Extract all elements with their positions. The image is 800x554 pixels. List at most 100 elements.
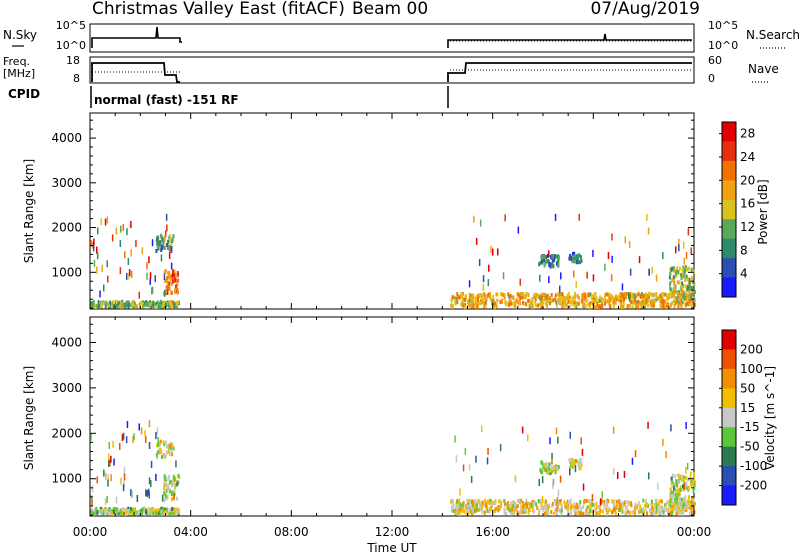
power-data-mark	[487, 292, 490, 297]
velocity-data-mark	[575, 459, 578, 464]
velocity-data-mark	[177, 473, 180, 478]
power-data-streak	[492, 248, 494, 256]
velocity-data-streak	[559, 475, 562, 483]
power-data-mark	[615, 294, 618, 299]
power-data-mark	[577, 296, 580, 301]
velocity-data-mark	[573, 502, 576, 507]
velocity-data-mark	[579, 511, 582, 515]
velocity-data-mark	[171, 483, 174, 488]
velocity-data-mark	[455, 506, 458, 511]
velocity-ytick-label: 3000	[51, 381, 82, 395]
power-data-mark	[589, 292, 592, 297]
velocity-data-mark	[490, 507, 493, 512]
velocity-data-mark	[147, 511, 150, 516]
velocity-data-mark	[619, 503, 622, 508]
velocity-marks	[90, 420, 696, 517]
velocity-data-streak	[541, 496, 544, 504]
power-data-mark	[600, 299, 603, 304]
velocity-data-streak	[107, 474, 109, 481]
power-data-mark	[174, 284, 177, 289]
power-data-mark	[514, 303, 517, 308]
power-data-streak	[604, 263, 606, 271]
velocity-data-mark	[682, 502, 685, 506]
power-data-mark	[594, 299, 597, 304]
power-data-mark	[675, 273, 678, 278]
power-data-mark	[595, 304, 598, 309]
power-colorbar-tick-label: 12	[740, 220, 755, 234]
power-data-mark	[162, 244, 165, 249]
power-data-mark	[520, 292, 522, 297]
power-data-mark	[580, 258, 583, 263]
velocity-data-mark	[478, 500, 481, 505]
velocity-data-mark	[450, 499, 453, 504]
velocity-data-mark	[678, 495, 681, 500]
power-data-mark	[673, 299, 675, 304]
freq-label-top: Freq.	[3, 55, 30, 68]
power-data-mark	[639, 301, 642, 306]
power-data-mark	[148, 302, 151, 307]
velocity-data-mark	[669, 503, 672, 508]
velocity-data-mark	[557, 501, 560, 506]
power-data-mark	[685, 267, 688, 272]
velocity-data-mark	[521, 501, 524, 505]
velocity-data-mark	[684, 498, 687, 503]
power-data-mark	[631, 304, 634, 309]
velocity-data-mark	[559, 508, 561, 513]
velocity-data-mark	[545, 501, 548, 506]
velocity-data-mark	[672, 486, 675, 491]
velocity-data-mark	[571, 458, 574, 462]
power-data-mark	[130, 304, 133, 309]
velocity-data-mark	[468, 502, 471, 507]
velocity-data-mark	[156, 455, 158, 460]
velocity-data-mark	[103, 507, 106, 512]
velocity-data-streak	[103, 469, 105, 477]
velocity-data-mark	[523, 508, 526, 512]
power-data-streak	[164, 289, 166, 297]
velocity-data-streak	[146, 489, 148, 497]
velocity-data-mark	[557, 465, 560, 470]
velocity-data-mark	[488, 509, 491, 514]
velocity-data-mark	[607, 508, 609, 513]
velocity-data-streak	[96, 476, 98, 484]
velocity-data-streak	[113, 458, 115, 466]
velocity-data-mark	[597, 511, 600, 516]
velocity-data-streak	[109, 459, 111, 467]
power-data-mark	[535, 303, 538, 308]
velocity-data-mark	[637, 501, 640, 506]
velocity-data-mark	[468, 505, 471, 510]
velocity-data-mark	[565, 506, 568, 511]
velocity-data-mark	[488, 506, 491, 511]
velocity-data-mark	[506, 503, 509, 508]
power-data-mark	[594, 293, 597, 298]
power-data-mark	[515, 299, 518, 304]
velocity-data-mark	[674, 497, 676, 502]
power-data-mark	[538, 262, 541, 267]
velocity-data-mark	[671, 493, 674, 498]
velocity-data-mark	[537, 511, 540, 516]
power-data-mark	[472, 304, 475, 308]
power-frame	[89, 112, 695, 310]
velocity-data-mark	[553, 512, 555, 516]
velocity-data-mark	[486, 508, 489, 513]
power-data-mark	[467, 299, 470, 304]
velocity-frame	[89, 316, 695, 517]
velocity-data-mark	[585, 508, 588, 513]
power-data-mark	[583, 297, 586, 302]
velocity-data-mark	[689, 511, 691, 516]
velocity-data-streak	[486, 457, 489, 465]
velocity-data-streak	[617, 472, 619, 479]
power-data-mark	[681, 268, 684, 273]
velocity-data-mark	[549, 471, 552, 476]
velocity-data-streak	[156, 427, 159, 435]
power-y-ticks: 1000 2000 3000 4000	[51, 119, 694, 309]
velocity-data-mark	[691, 497, 694, 502]
power-data-mark	[524, 294, 527, 299]
power-data-mark	[499, 300, 502, 305]
velocity-data-mark	[540, 505, 543, 510]
power-data-mark	[154, 302, 157, 307]
velocity-data-mark	[123, 508, 126, 513]
power-data-streak	[130, 249, 132, 257]
power-data-mark	[156, 242, 159, 246]
velocity-colorbar-swatch	[722, 349, 736, 370]
power-data-mark	[585, 296, 587, 301]
